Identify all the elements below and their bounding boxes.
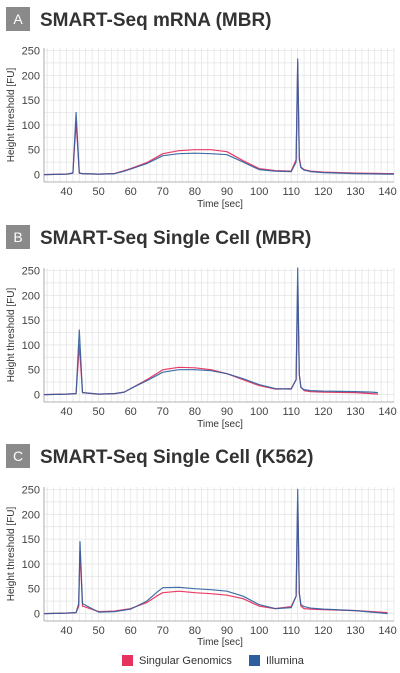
panel-a-x-tick-label: 130	[346, 186, 364, 198]
panel-a-x-tick-label: 120	[314, 186, 332, 198]
panel-c-badge-letter: C	[13, 448, 23, 464]
panel-a-x-tick-label: 60	[125, 186, 137, 198]
panel-c-x-tick-label: 40	[60, 625, 72, 637]
panel-c-x-tick-label: 90	[221, 625, 233, 637]
panel-c-y-tick-label: 150	[22, 534, 40, 546]
panel-a-y-tick-label: 50	[28, 145, 40, 157]
panel-b-x-tick-label: 140	[378, 406, 396, 418]
panel-c-x-tick-label: 100	[250, 625, 268, 637]
panel-a-y-tick-label: 150	[22, 95, 40, 107]
panel-a: A SMART-Seq mRNA (MBR) 40 50 60 70 80 90 100 11…	[6, 7, 397, 210]
panel-c-y-tick-label: 50	[28, 584, 40, 596]
panel-c-series-illumina-line	[43, 488, 388, 615]
legend-label-singular: Singular Genomics	[139, 655, 232, 667]
panel-b-y-tick-label: 50	[28, 365, 40, 377]
panel-b-title: SMART-Seq Single Cell (MBR)	[40, 228, 311, 249]
panel-c-x-tick-label: 80	[189, 625, 201, 637]
panel-b-x-tick-label: 40	[60, 406, 72, 418]
panel-a-x-tick-label: 50	[92, 186, 104, 198]
panel-a-x-tick-label: 100	[250, 186, 268, 198]
panel-c: C SMART-Seq Single Cell (K562) 40 50 60 70 8…	[6, 444, 397, 648]
panel-a-x-tick-label: 70	[157, 186, 169, 198]
panel-a-y-tick-label: 100	[22, 120, 40, 132]
panel-a-badge	[6, 7, 30, 31]
panel-c-badge	[6, 444, 30, 468]
panel-a-y-tick-label: 0	[34, 170, 40, 182]
panel-a-x-tick-label: 110	[282, 186, 300, 198]
panel-a-x-tick-label: 90	[221, 186, 233, 198]
panel-b-y-tick-label: 200	[22, 290, 40, 302]
panel-b-x-tick-label: 50	[92, 406, 104, 418]
panel-a-series-singular-genomics-line	[43, 62, 394, 176]
panel-a-plot: 40 50 60 70 80 90 100 110 120 130 140 0 50 100 150 200 2…	[22, 45, 397, 198]
panel-b-x-tick-label: 100	[250, 406, 268, 418]
panel-c-x-tick-label: 50	[92, 625, 104, 637]
panel-a-xlabel: Time [sec]	[197, 199, 243, 210]
panel-c-x-tick-label: 70	[157, 625, 169, 637]
panel-a-x-tick-label: 40	[60, 186, 72, 198]
panel-b-x-tick-label: 130	[346, 406, 364, 418]
panel-b-x-tick-label: 70	[157, 406, 169, 418]
panel-c-ylabel: Height threshold [FU]	[6, 507, 17, 602]
panel-b-y-tick-label: 250	[22, 265, 40, 277]
panel-b-x-tick-label: 60	[125, 406, 137, 418]
panel-b-x-tick-label: 90	[221, 406, 233, 418]
panel-c-y-tick-label: 200	[22, 509, 40, 521]
panel-c-x-tick-label: 110	[282, 625, 300, 637]
panel-a-x-tick-label: 140	[378, 186, 396, 198]
panel-b-series-singular-genomics-line	[43, 284, 378, 396]
panel-b-badge	[6, 225, 30, 249]
panel-c-y-tick-label: 0	[34, 609, 40, 621]
legend-swatch-illumina	[249, 655, 260, 666]
panel-c-x-tick-label: 130	[346, 625, 364, 637]
panel-b-y-tick-label: 0	[34, 390, 40, 402]
panel-b-y-tick-label: 100	[22, 340, 40, 352]
panel-a-ylabel: Height threshold [FU]	[6, 68, 17, 163]
panel-b-series-illumina-line	[43, 267, 378, 396]
panel-b: B SMART-Seq Single Cell (MBR) 40 50 60 70 80…	[6, 225, 397, 430]
panel-a-x-tick-label: 80	[189, 186, 201, 198]
panel-a-y-tick-label: 250	[22, 45, 40, 57]
panel-c-x-tick-label: 140	[378, 625, 396, 637]
panel-c-y-tick-label: 100	[22, 559, 40, 571]
panel-c-x-tick-label: 60	[125, 625, 137, 637]
panel-c-plot: 40 50 60 70 80 90 100 110 120 130 140 0 50 100 150 200 2…	[22, 484, 397, 637]
panel-c-y-tick-label: 250	[22, 484, 40, 496]
panel-c-xlabel: Time [sec]	[197, 637, 243, 648]
panel-a-y-tick-label: 200	[22, 70, 40, 82]
panel-a-badge-letter: A	[13, 11, 23, 27]
panel-b-x-tick-label: 80	[189, 406, 201, 418]
panel-b-badge-letter: B	[13, 229, 22, 245]
panel-a-title: SMART-Seq mRNA (MBR)	[40, 10, 272, 31]
panel-c-title: SMART-Seq Single Cell (K562)	[40, 447, 313, 468]
panel-b-xlabel: Time [sec]	[197, 419, 243, 430]
panel-b-plot: 40 50 60 70 80 90 100 110 120 130 140 0 50 100 150 200 2…	[22, 265, 397, 418]
panel-c-x-tick-label: 120	[314, 625, 332, 637]
panel-b-x-tick-label: 120	[314, 406, 332, 418]
legend-label-illumina: Illumina	[266, 655, 305, 667]
legend-swatch-singular	[122, 655, 133, 666]
panel-a-series-illumina-line	[43, 58, 394, 176]
legend: Singular Genomics Illumina	[122, 655, 305, 667]
panel-b-x-tick-label: 110	[282, 406, 300, 418]
panel-b-y-tick-label: 150	[22, 315, 40, 327]
panel-b-ylabel: Height threshold [FU]	[6, 288, 17, 383]
